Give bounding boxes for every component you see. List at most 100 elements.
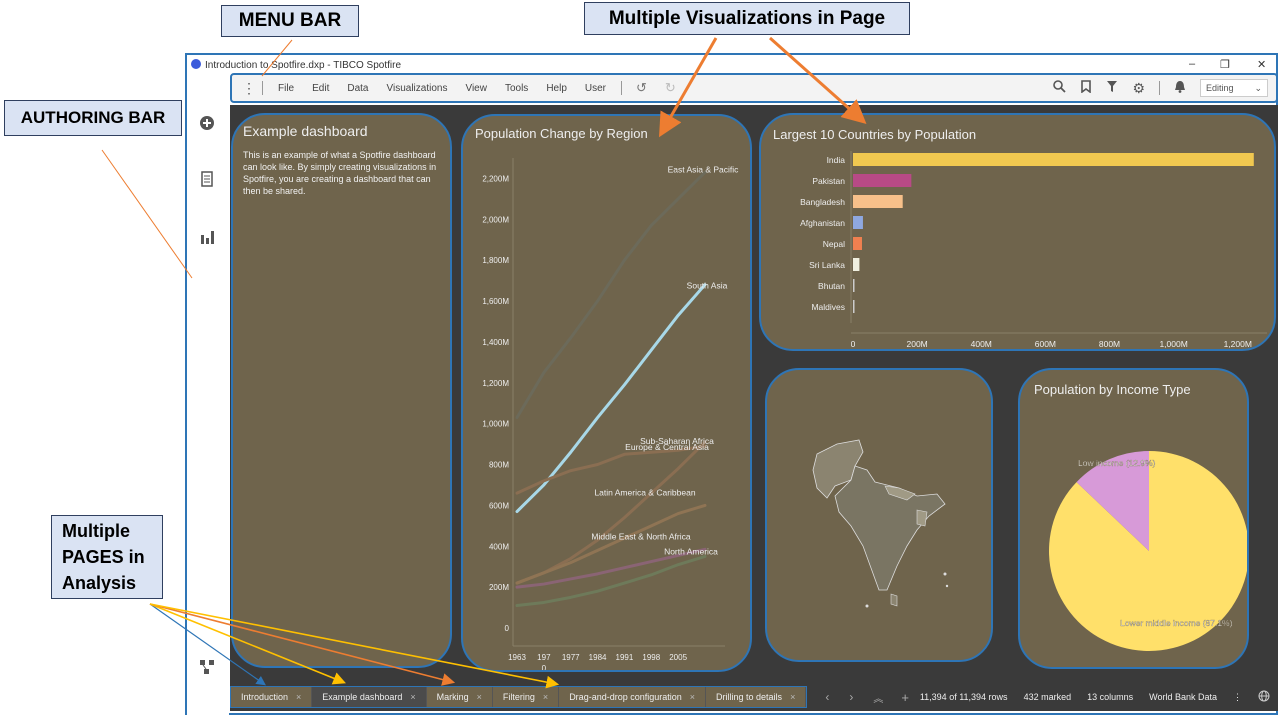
tab-label: Marking: [436, 692, 469, 702]
spotfire-window: Introduction to Spotfire.dxp - TIBCO Spo…: [185, 53, 1278, 715]
pie-chart-panel[interactable]: Population by Income Type Low income (12.…: [1018, 368, 1249, 669]
x-tick-label: 600M: [1035, 339, 1056, 349]
data-panel-icon[interactable]: [199, 171, 215, 187]
x-tick-label: 1984: [589, 653, 607, 662]
x-tick-label: 1,200M: [1224, 339, 1252, 349]
y-tick-label: 600M: [489, 501, 509, 510]
tab-label: Example dashboard: [322, 692, 403, 702]
bar: [853, 258, 860, 271]
menu-data[interactable]: Data: [347, 82, 369, 94]
x-tick-label: 2005: [669, 653, 687, 662]
pie-slice: [1076, 451, 1149, 551]
text-panel-body: This is an example of what a Spotfire da…: [243, 150, 437, 196]
menu-edit[interactable]: Edit: [312, 82, 330, 94]
toolbar-right: ⚙ Editing ⌄: [1053, 79, 1276, 97]
y-tick-label: 800M: [489, 461, 509, 470]
close-button[interactable]: ✕: [1257, 59, 1267, 71]
x-tick-label: 1977: [562, 653, 580, 662]
column-count: 13 columns: [1087, 692, 1134, 702]
mode-dropdown[interactable]: Editing ⌄: [1200, 79, 1268, 97]
pages-callout-line3: Analysis: [62, 573, 137, 593]
y-tick-label: 0: [505, 624, 510, 633]
x-tick-label: 197: [537, 653, 551, 662]
tab-marking[interactable]: Marking ×: [426, 687, 493, 707]
close-icon[interactable]: ×: [689, 692, 696, 702]
page-tabs: Introduction × Example dashboard × Marking…: [230, 686, 808, 708]
bell-icon[interactable]: [1174, 80, 1186, 96]
x-tick-label: 1998: [642, 653, 660, 662]
close-icon[interactable]: ×: [790, 692, 796, 702]
search-icon[interactable]: [1053, 80, 1067, 96]
map-region-islands: [943, 572, 947, 576]
redo-icon[interactable]: ↻: [664, 80, 676, 95]
pie-slice: [1049, 451, 1247, 651]
bar: [853, 153, 1254, 166]
series-label: Latin America & Caribbean: [594, 487, 695, 497]
add-page-icon[interactable]: +: [901, 689, 909, 705]
undo-icon[interactable]: ↺: [636, 80, 647, 95]
pie-label: Lower middle income (87.1%): [1120, 618, 1233, 628]
series-label: East Asia & Pacific: [668, 164, 740, 174]
map-panel[interactable]: [765, 368, 993, 662]
gear-icon[interactable]: ⚙: [1132, 79, 1145, 96]
pages-callout-line2: PAGES in: [62, 547, 145, 567]
globe-icon[interactable]: [1258, 690, 1270, 704]
kebab-icon[interactable]: ⋮: [1233, 691, 1242, 702]
authoring-bar-arrow: [101, 149, 193, 279]
collapse-icon[interactable]: ︽: [873, 693, 884, 705]
menu-help[interactable]: Help: [546, 82, 567, 94]
title-bar: Introduction to Spotfire.dxp - TIBCO Spo…: [187, 55, 1276, 73]
tab-drag-and-drop[interactable]: Drag-and-drop configuration ×: [559, 687, 707, 707]
restore-button[interactable]: ❐: [1220, 59, 1230, 71]
data-source[interactable]: World Bank Data: [1149, 692, 1217, 702]
filter-icon[interactable]: [1106, 80, 1118, 96]
kebab-icon[interactable]: ⋮: [242, 79, 256, 96]
chevron-left-icon[interactable]: ‹: [825, 690, 830, 704]
chevron-right-icon[interactable]: ›: [849, 690, 854, 704]
bar-chart-title: Largest 10 Countries by Population: [773, 127, 976, 142]
series-label: North America: [664, 546, 718, 556]
add-data-icon[interactable]: [199, 115, 215, 131]
line-chart-title: Population Change by Region: [475, 126, 648, 141]
tab-introduction[interactable]: Introduction ×: [231, 687, 313, 707]
menu-bar: ⋮ File Edit Data Visualizations View Too…: [230, 73, 1278, 103]
menu-visualizations[interactable]: Visualizations: [386, 82, 448, 94]
bar: [853, 237, 862, 250]
line-chart-panel[interactable]: Population Change by Region 0 200M 400M 600M…: [461, 114, 752, 672]
category-label: India: [827, 155, 846, 165]
multi-viz-callout: Multiple Visualizations in Page: [584, 2, 910, 35]
x-tick-label: 200M: [906, 339, 927, 349]
tab-label: Introduction: [241, 692, 289, 702]
menu-tools[interactable]: Tools: [504, 82, 529, 94]
data-canvas-icon[interactable]: [199, 659, 215, 675]
close-icon[interactable]: ×: [476, 692, 482, 702]
status-info: 11,394 of 11,394 rows 432 marked 13 colu…: [920, 690, 1278, 704]
chevron-down-icon: ⌄: [1254, 82, 1262, 93]
text-panel[interactable]: Example dashboard This is an example of …: [231, 113, 452, 668]
menu-view[interactable]: View: [465, 82, 487, 94]
tab-example-dashboard[interactable]: Example dashboard ×: [312, 687, 427, 707]
x-tick-label: 0: [542, 664, 547, 672]
mode-label: Editing: [1206, 83, 1234, 93]
close-icon[interactable]: ×: [296, 692, 302, 702]
map-region-islands: [945, 584, 949, 588]
south-asia-map[interactable]: [767, 370, 993, 662]
menu-divider: [262, 81, 263, 95]
bookmark-icon[interactable]: [1080, 80, 1092, 96]
pie-chart[interactable]: Population by Income Type Low income (12.…: [1020, 370, 1249, 669]
close-icon[interactable]: ×: [542, 692, 549, 702]
close-icon[interactable]: ×: [410, 692, 416, 702]
tab-filtering[interactable]: Filtering ×: [492, 687, 560, 707]
tab-drilling-to-details[interactable]: Drilling to details ×: [706, 687, 807, 707]
line-chart[interactable]: Population Change by Region 0 200M 400M 600M…: [463, 116, 752, 672]
toolbar-divider: [1159, 81, 1160, 95]
bar-chart-panel[interactable]: Largest 10 Countries by Population India P…: [759, 113, 1276, 351]
menu-user[interactable]: User: [584, 82, 607, 94]
tab-label: Drilling to details: [716, 692, 783, 702]
menu-file[interactable]: File: [278, 82, 295, 94]
map-region-nepal: [884, 485, 916, 501]
bar: [853, 174, 912, 187]
visualization-types-icon[interactable]: [199, 229, 215, 245]
bar-chart[interactable]: Largest 10 Countries by Population India P…: [761, 115, 1276, 351]
minimize-button[interactable]: –: [1189, 58, 1196, 70]
